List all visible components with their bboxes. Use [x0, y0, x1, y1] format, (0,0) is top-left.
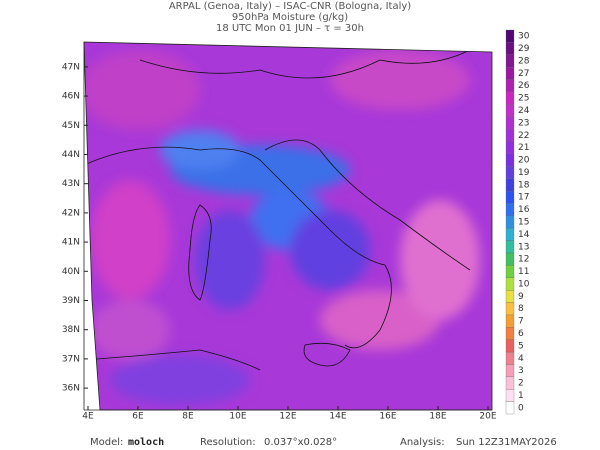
y-tick-label: 46N: [62, 92, 80, 102]
colorbar-label: 4: [518, 354, 524, 364]
colorbar-label: 26: [518, 81, 530, 91]
colorbar-swatch: [505, 29, 515, 43]
colorbar-swatch: [505, 351, 515, 365]
y-tick-label: 47N: [62, 62, 80, 72]
header-line: ARPAL (Genoa, Italy) – ISAC-CNR (Bologna…: [169, 1, 411, 12]
x-tick-label: 14E: [329, 412, 346, 422]
colorbar-swatch: [505, 141, 515, 155]
colorbar-label: 1: [518, 391, 524, 401]
colorbar-swatch: [505, 376, 515, 390]
x-tick-label: 16E: [379, 412, 396, 422]
colorbar-label: 13: [518, 242, 529, 252]
header-line: 950hPa Moisture (g/kg): [232, 12, 348, 23]
x-tick-label: 18E: [429, 412, 446, 422]
x-tick-label: 8E: [182, 412, 194, 422]
y-tick-label: 40N: [62, 267, 80, 277]
colorbar-swatch: [505, 265, 515, 278]
colorbar-swatch: [505, 203, 515, 216]
colorbar-swatch: [505, 215, 515, 229]
y-tick-label: 41N: [62, 238, 80, 248]
colorbar-label: 16: [518, 205, 530, 215]
colorbar-swatch: [505, 116, 515, 130]
x-tick-label: 12E: [279, 412, 296, 422]
colorbar-swatch: [505, 104, 515, 117]
colorbar-label: 18: [518, 180, 530, 190]
footer-label: Analysis:: [400, 437, 445, 448]
y-tick-label: 44N: [62, 150, 80, 160]
y-tick-label: 39N: [62, 296, 80, 306]
colorbar-label: 20: [518, 156, 530, 166]
colorbar-label: 29: [518, 44, 530, 54]
footer-value: 0.037°x0.028°: [264, 437, 337, 448]
colorbar-label: 7: [518, 317, 524, 327]
colorbar-swatch: [505, 314, 515, 328]
footer-label: Resolution:: [200, 437, 256, 448]
colorbar-swatch: [505, 79, 515, 93]
colorbar-label: 12: [518, 255, 529, 265]
x-tick-label: 10E: [229, 412, 246, 422]
colorbar-swatch: [505, 401, 515, 415]
colorbar-swatch: [505, 389, 515, 402]
x-tick-label: 20E: [479, 412, 496, 422]
colorbar-swatch: [505, 42, 515, 55]
colorbar-swatch: [505, 54, 515, 68]
colorbar-swatch: [505, 166, 515, 179]
colorbar-swatch: [505, 327, 515, 340]
x-tick-label: 6E: [132, 412, 144, 422]
colorbar-label: 6: [518, 329, 524, 339]
y-tick-label: 43N: [62, 179, 80, 189]
colorbar-label: 0: [518, 403, 524, 413]
colorbar-label: 21: [518, 143, 529, 153]
colorbar-label: 10: [518, 279, 530, 289]
y-tick-label: 36N: [62, 384, 80, 394]
footer-value: Sun 12Z31MAY2026: [456, 437, 557, 448]
y-tick-label: 37N: [62, 354, 80, 364]
colorbar-label: 22: [518, 131, 529, 141]
colorbar-label: 11: [518, 267, 529, 277]
colorbar-swatch: [505, 91, 515, 105]
colorbar-swatch: [505, 67, 515, 80]
x-tick-label: 4E: [82, 412, 94, 422]
colorbar-swatch: [505, 302, 515, 316]
colorbar-label: 23: [518, 118, 529, 128]
colorbar-swatch: [505, 252, 515, 266]
colorbar-label: 14: [518, 230, 530, 240]
colorbar-label: 24: [518, 106, 530, 116]
colorbar-swatch: [505, 289, 515, 303]
colorbar-swatch: [505, 364, 515, 377]
colorbar-swatch: [505, 277, 515, 291]
colorbar-label: 28: [518, 56, 530, 66]
colorbar-swatch: [505, 339, 515, 353]
colorbar-swatch: [505, 190, 515, 204]
colorbar-swatch: [505, 178, 515, 192]
moisture-field: [84, 42, 492, 410]
colorbar-swatch: [505, 128, 515, 142]
colorbar-label: 30: [518, 32, 530, 42]
colorbar-swatch: [505, 228, 515, 241]
colorbar-label: 8: [518, 304, 524, 314]
header-line: 18 UTC Mon 01 JUN – τ = 30h: [216, 23, 364, 34]
colorbar-label: 27: [518, 69, 529, 79]
colorbar-label: 2: [518, 379, 524, 389]
colorbar-label: 5: [518, 341, 524, 351]
colorbar-label: 9: [518, 292, 524, 302]
colorbar-swatch: [505, 240, 515, 254]
y-tick-label: 38N: [62, 325, 80, 335]
colorbar-swatch: [505, 153, 515, 167]
y-tick-label: 42N: [62, 208, 80, 218]
colorbar-label: 15: [518, 218, 529, 228]
colorbar-label: 17: [518, 193, 529, 203]
colorbar-label: 19: [518, 168, 530, 178]
footer-label: Model:: [90, 437, 123, 448]
colorbar-label: 3: [518, 366, 524, 376]
y-tick-label: 45N: [62, 121, 80, 131]
colorbar-label: 25: [518, 94, 529, 104]
footer-value: moloch: [128, 437, 164, 448]
